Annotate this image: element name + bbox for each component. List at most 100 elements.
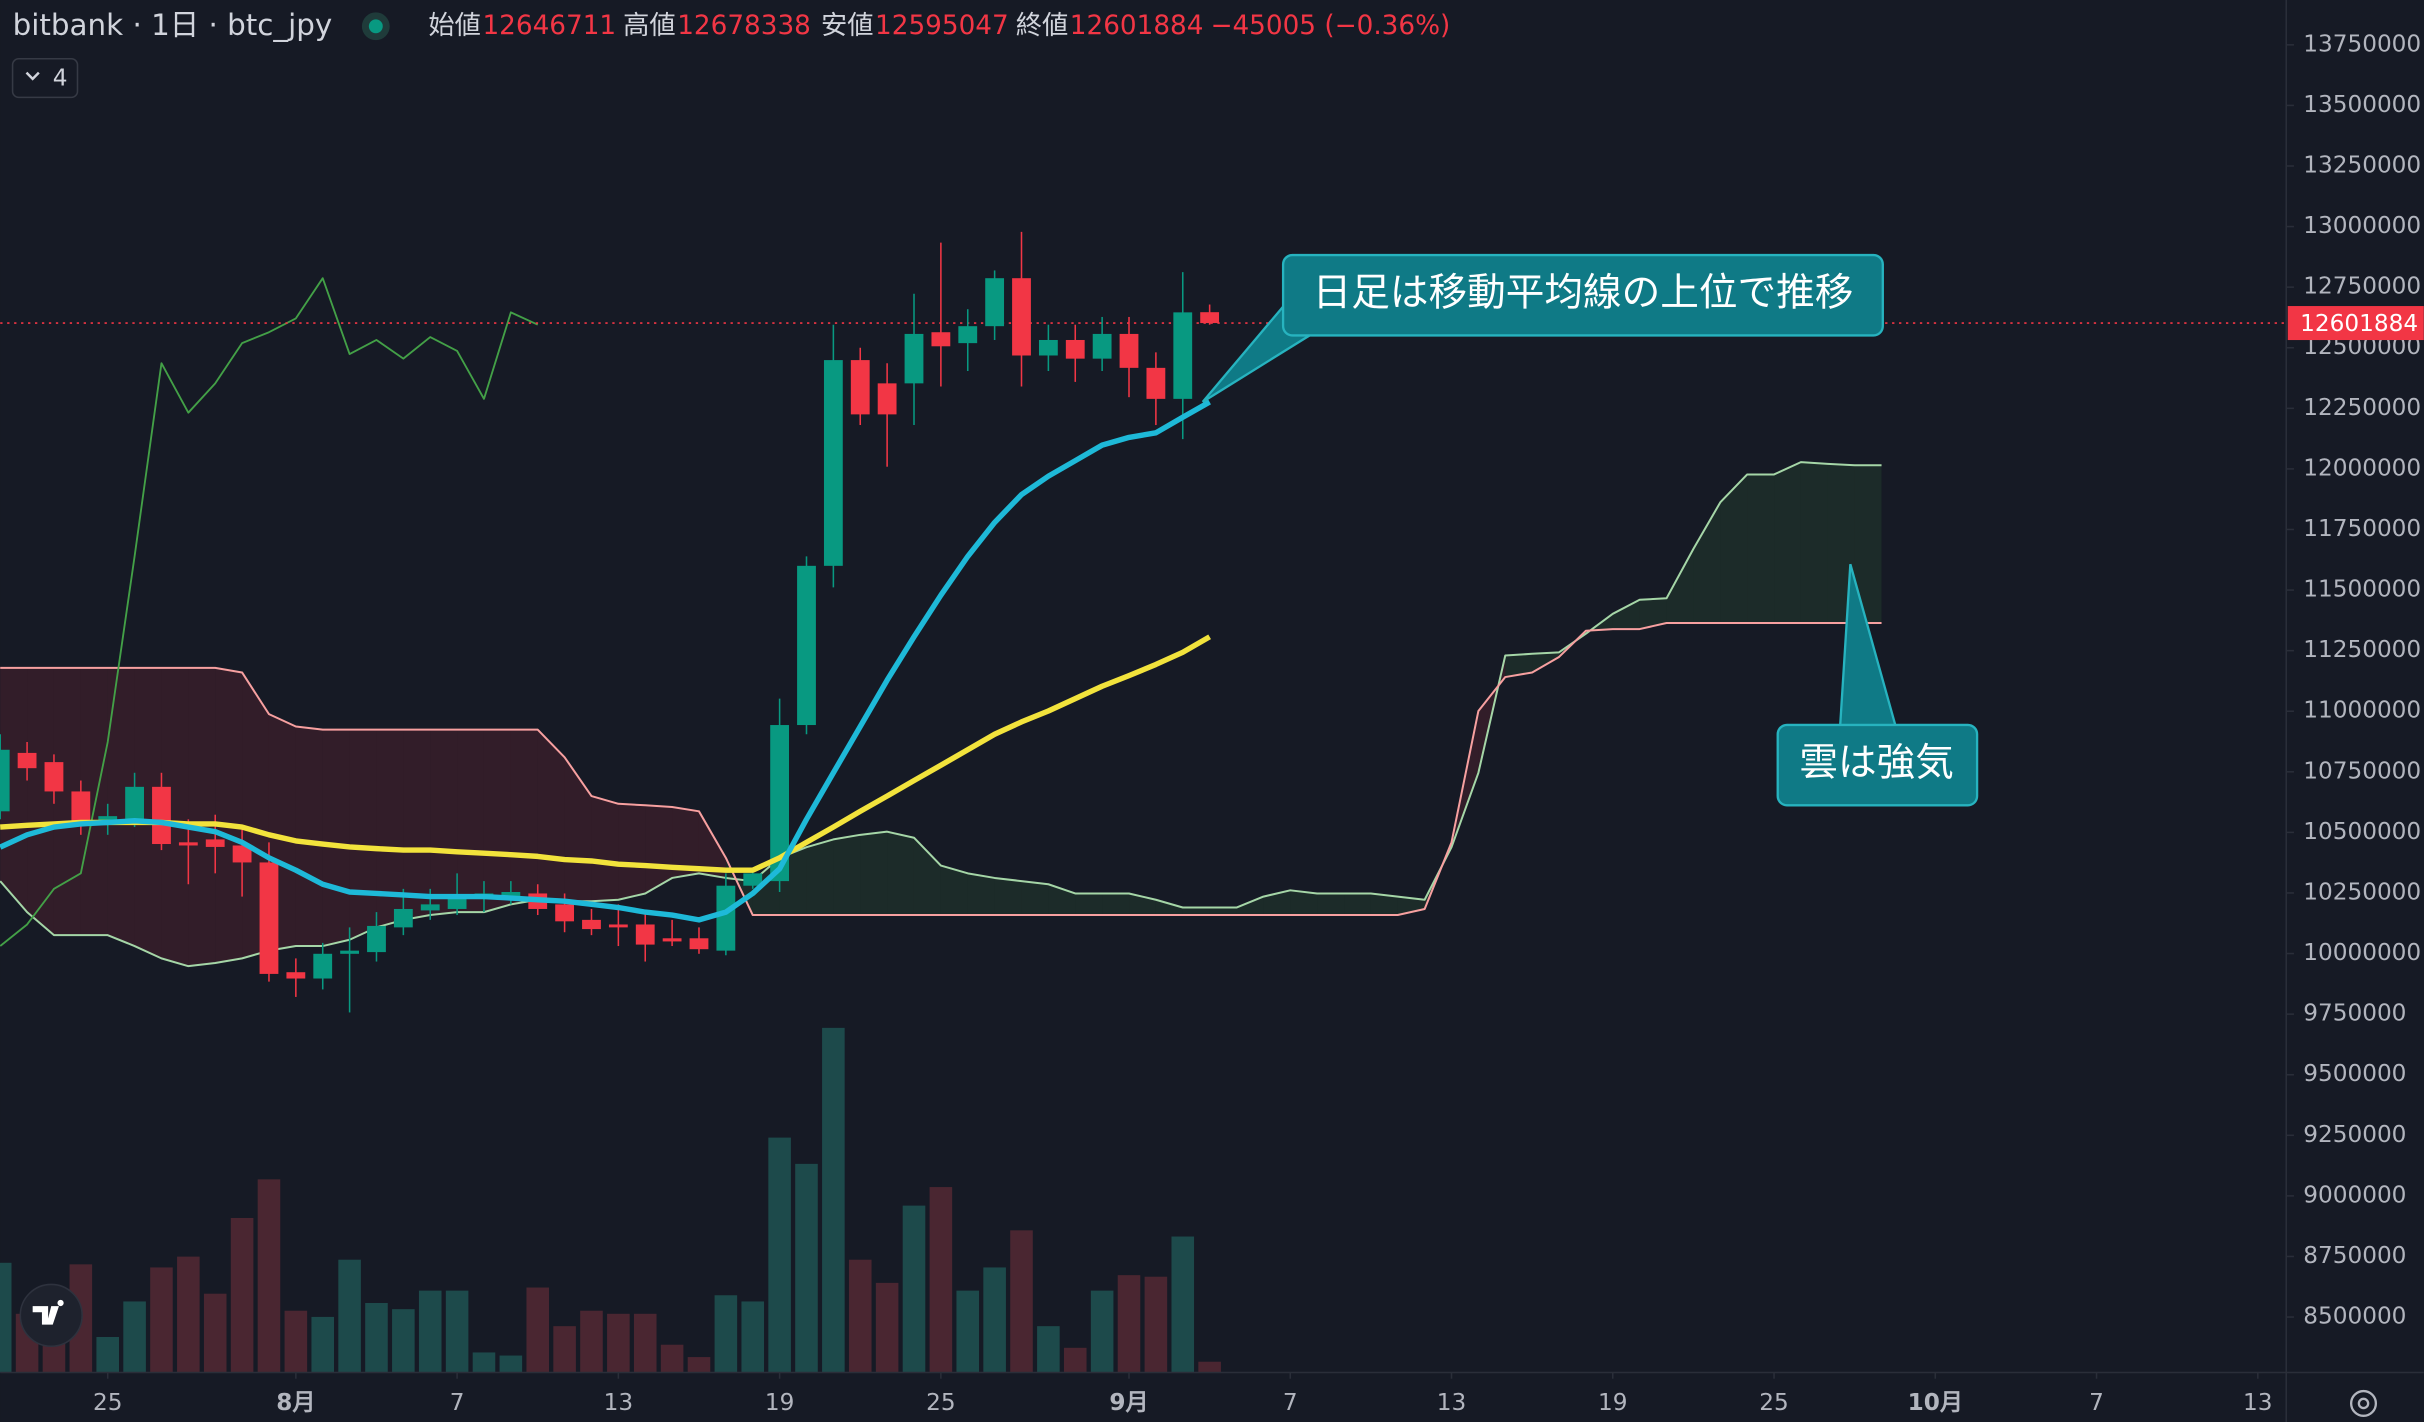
volume-bar [311,1316,335,1373]
callout-text: 雲は強気 [1799,741,1953,786]
volume-bar [338,1259,361,1373]
cloud-fill [645,805,673,894]
cloud-fill [1800,462,1828,624]
cloud-fill [376,729,404,928]
candle-body [797,565,816,726]
cloud-fill [672,806,699,878]
y-tick-label: 9250000 [2303,1121,2406,1148]
lagging-span [0,277,539,947]
volume-bar [526,1287,550,1373]
settings-icon[interactable] [2349,1389,2378,1417]
volume-bar [983,1267,1006,1373]
low-label: 安値 [821,11,874,41]
volume-bar [1090,1290,1114,1373]
candle-body [689,938,709,950]
candle-body [716,885,736,951]
high-value: 12678338 [677,11,811,41]
volume-bar [902,1205,926,1373]
cloud-fill [860,831,888,916]
header: bitbank · 1日 · btc_jpy 始値 12646711 高値 12… [11,8,1450,99]
volume-bar [499,1355,523,1373]
cloud-fill [1290,890,1318,916]
candle-body [958,326,978,344]
tradingview-logo[interactable] [19,1283,83,1348]
cloud-fill [1370,893,1398,916]
volume-bar [795,1163,818,1373]
y-tick-label: 10250000 [2303,878,2421,905]
cloud-fill [1344,893,1371,916]
candle-body [71,791,91,824]
y-tick-label: 12750000 [2303,273,2421,300]
candle-body [608,924,628,928]
cloud-fill [430,729,458,916]
candle-body [205,839,225,847]
cloud-fill [1209,907,1237,916]
x-tick-label: 8月 [276,1389,315,1416]
candle-body [1092,333,1112,359]
cloud-fill [27,667,54,936]
moving-average [0,634,1211,873]
volume-bar [365,1302,388,1373]
y-tick-label: 8500000 [2303,1303,2406,1330]
volume-bar [929,1187,953,1373]
indicator-toggle[interactable] [11,57,79,99]
cloud-fill [349,729,377,940]
volume-bar [472,1352,496,1373]
cloud-span-a [0,461,1882,968]
x-tick-label: 7 [450,1389,465,1416]
cloud-fill [940,865,968,916]
x-tick-label: 10月 [1908,1389,1963,1416]
candle-body [447,896,467,909]
plot-area [0,231,2287,1373]
volume-bar [580,1310,603,1373]
volume-bar [660,1344,684,1373]
cloud-fill [1102,893,1130,916]
cloud-fill [1747,474,1775,624]
cloud-fill [994,877,1022,916]
cloud-fill [887,831,914,916]
candle-body [420,904,440,911]
volume-bar [392,1309,415,1373]
cloud-fill [1720,474,1748,624]
volume-bar [284,1310,308,1373]
x-tick-label: 13 [604,1389,633,1416]
cloud-fill [188,667,216,967]
x-tick-label: 7 [2089,1389,2104,1416]
cloud-fill [1612,599,1640,630]
callout-box [1281,253,1884,337]
cloud-fill [564,757,592,902]
cloud-fill [134,667,162,959]
change-value: −45005 (−0.36%) [1210,11,1450,41]
cloud-fill [1155,899,1183,916]
callout-text: 日足は移動平均線の上位で推移 [1313,271,1854,316]
last-price-tag [2287,306,2424,341]
cloud-fill [1075,893,1103,916]
volume-bar [418,1290,442,1373]
cloud-fill [295,726,323,947]
cloud-fill [1774,462,1801,624]
x-tick-label: 19 [1598,1389,1628,1416]
candle-body [877,383,897,415]
candle-body [1012,278,1031,356]
candle-body [1146,367,1166,399]
volume-bar [848,1259,872,1373]
cloud-fill [215,667,243,964]
candle-body [904,333,924,384]
cloud-fill [591,796,619,902]
cloud-fill [698,811,726,878]
candle-body [393,908,413,928]
x-tick-label: 9月 [1109,1389,1148,1416]
volume-bar [633,1313,657,1373]
volume-bar [177,1256,200,1373]
y-tick-label: 10000000 [2303,939,2421,966]
status-dot [368,19,383,34]
volume-bar [1010,1230,1033,1373]
candle-body [1200,312,1220,324]
candle-body [286,972,306,979]
x-tick-label: 13 [1437,1389,1467,1416]
cloud-fill [1827,463,1855,624]
x-tick-label: 25 [1759,1389,1789,1416]
volume-bar [123,1301,146,1373]
